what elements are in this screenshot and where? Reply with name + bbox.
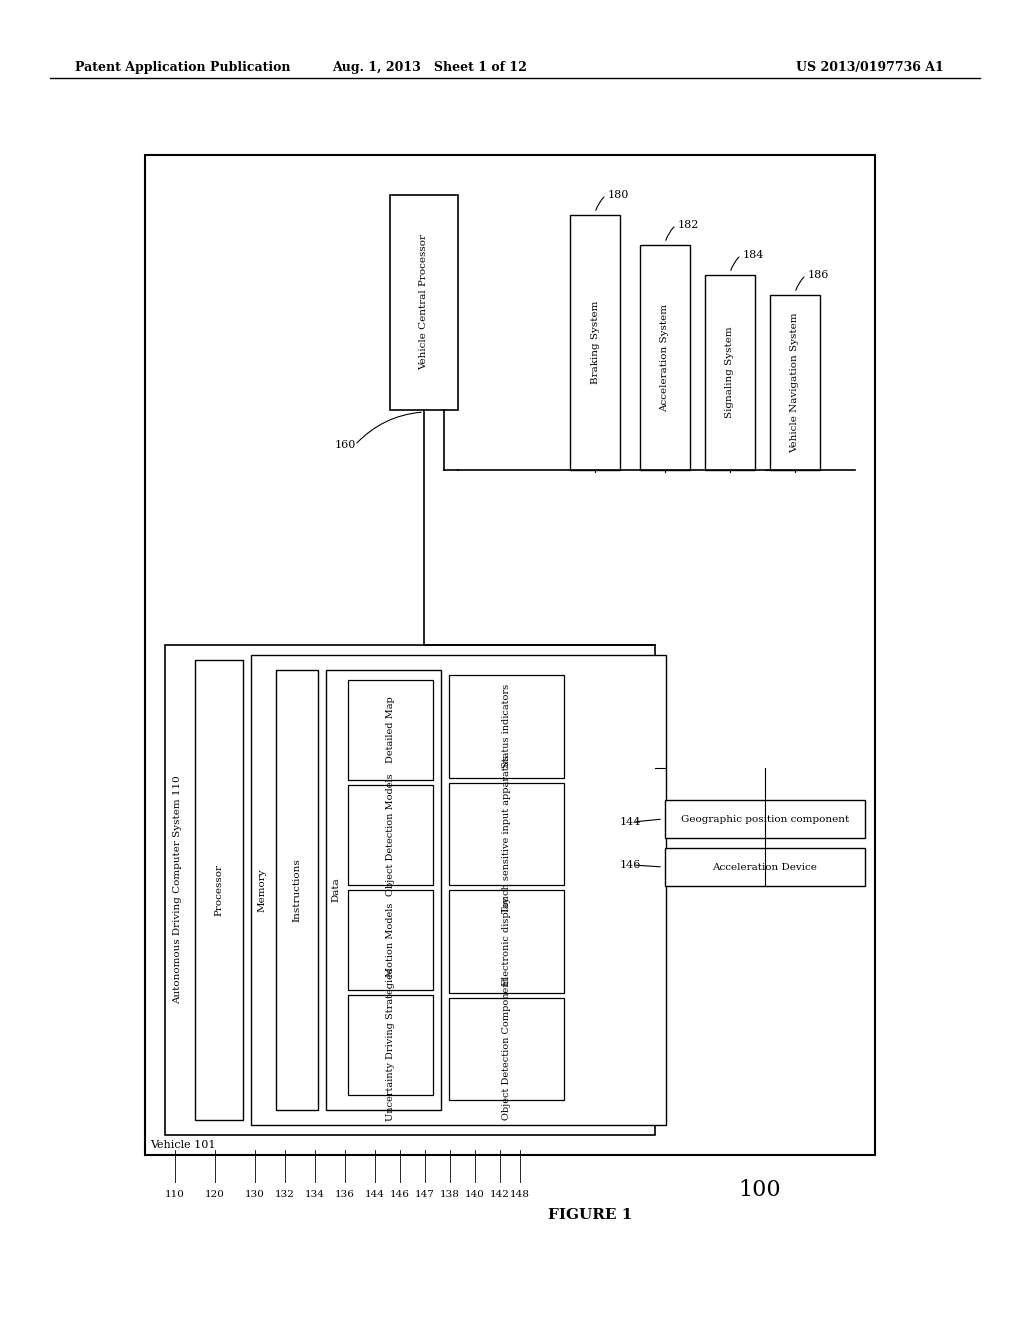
Text: Instructions: Instructions xyxy=(293,858,301,921)
Bar xyxy=(348,680,433,780)
Text: 134: 134 xyxy=(305,1191,325,1199)
Text: Electronic display: Electronic display xyxy=(502,896,511,986)
Text: 138: 138 xyxy=(440,1191,460,1199)
Text: 147: 147 xyxy=(415,1191,435,1199)
Bar xyxy=(251,655,666,1125)
Text: Vehicle 101: Vehicle 101 xyxy=(150,1140,215,1150)
Bar xyxy=(165,645,655,1135)
Text: Data: Data xyxy=(332,878,341,903)
Bar xyxy=(449,675,564,777)
Bar xyxy=(348,995,433,1096)
Bar xyxy=(449,890,564,993)
Text: Vehicle Central Processor: Vehicle Central Processor xyxy=(420,235,428,371)
Text: 136: 136 xyxy=(335,1191,355,1199)
Bar xyxy=(665,847,865,886)
Text: Autonomous Driving Computer System 110: Autonomous Driving Computer System 110 xyxy=(173,776,182,1005)
Text: Object Detection Models: Object Detection Models xyxy=(386,774,395,896)
Bar xyxy=(276,671,318,1110)
Text: 180: 180 xyxy=(608,190,630,201)
Text: Touch sensitive input apparatus: Touch sensitive input apparatus xyxy=(502,755,511,912)
Bar xyxy=(348,890,433,990)
Text: 144: 144 xyxy=(366,1191,385,1199)
Text: 132: 132 xyxy=(275,1191,295,1199)
Text: 144: 144 xyxy=(620,817,641,828)
Bar xyxy=(145,154,874,1155)
Text: Acceleration System: Acceleration System xyxy=(660,304,670,412)
Bar xyxy=(195,660,243,1119)
Bar xyxy=(326,671,441,1110)
Text: 146: 146 xyxy=(390,1191,410,1199)
Text: 120: 120 xyxy=(205,1191,225,1199)
Text: 146: 146 xyxy=(620,861,641,870)
Text: Braking System: Braking System xyxy=(591,301,599,384)
Bar xyxy=(390,195,458,411)
Bar xyxy=(665,800,865,838)
Bar xyxy=(770,294,820,470)
Text: Vehicle Navigation System: Vehicle Navigation System xyxy=(791,313,800,453)
Text: 160: 160 xyxy=(335,440,356,450)
Text: Aug. 1, 2013   Sheet 1 of 12: Aug. 1, 2013 Sheet 1 of 12 xyxy=(333,62,527,74)
Text: Detailed Map: Detailed Map xyxy=(386,697,395,763)
Text: Memory: Memory xyxy=(257,869,266,912)
Bar xyxy=(449,783,564,884)
Text: Object Detection Component: Object Detection Component xyxy=(502,977,511,1121)
Text: FIGURE 1: FIGURE 1 xyxy=(548,1208,632,1222)
Text: 140: 140 xyxy=(465,1191,485,1199)
Bar xyxy=(449,998,564,1100)
Text: Patent Application Publication: Patent Application Publication xyxy=(75,62,291,74)
Text: Uncertainty Driving Strategies: Uncertainty Driving Strategies xyxy=(386,969,395,1122)
Text: 186: 186 xyxy=(808,271,829,280)
Text: 184: 184 xyxy=(743,249,764,260)
Bar xyxy=(570,215,620,470)
Text: US 2013/0197736 A1: US 2013/0197736 A1 xyxy=(796,62,944,74)
Text: 182: 182 xyxy=(678,220,699,230)
Text: 110: 110 xyxy=(165,1191,185,1199)
Text: Geographic position component: Geographic position component xyxy=(681,814,849,824)
Text: Status indicators: Status indicators xyxy=(502,684,511,768)
Text: 142: 142 xyxy=(490,1191,510,1199)
Text: Acceleration Device: Acceleration Device xyxy=(713,862,817,871)
Text: 100: 100 xyxy=(738,1179,781,1201)
Bar xyxy=(640,246,690,470)
Text: 130: 130 xyxy=(245,1191,265,1199)
Text: 148: 148 xyxy=(510,1191,530,1199)
Text: Processor: Processor xyxy=(214,865,223,916)
Bar xyxy=(348,785,433,884)
Text: Motion Models: Motion Models xyxy=(386,903,395,977)
Bar xyxy=(705,275,755,470)
Text: Signaling System: Signaling System xyxy=(725,326,734,418)
